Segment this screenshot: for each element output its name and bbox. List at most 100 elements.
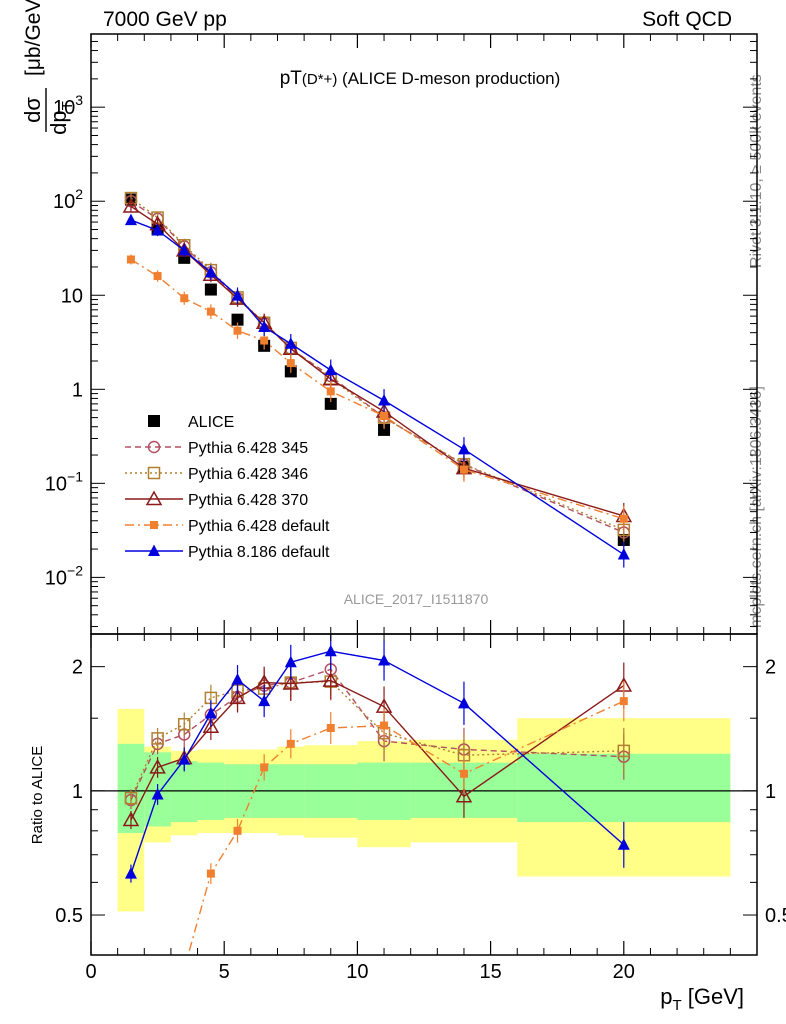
legend-marker: [148, 544, 160, 556]
legend-label: Pythia 6.428 default: [188, 518, 330, 535]
data-point: [178, 753, 191, 765]
data-point: [258, 694, 271, 707]
data-point: [180, 294, 189, 303]
data-point: [260, 336, 269, 345]
legend-entry: Pythia 6.428 345: [125, 440, 308, 457]
data-point: [124, 867, 137, 879]
y-tick-label: 10−1: [45, 468, 83, 495]
data-point: [258, 320, 271, 332]
legend-marker: [147, 466, 161, 480]
data-point: [455, 787, 473, 803]
data-point: [126, 255, 135, 264]
legend-label: Pythia 6.428 346: [188, 466, 308, 483]
data-point: [284, 337, 297, 349]
data-point: [122, 197, 140, 213]
x-tick-label: 0: [85, 961, 96, 983]
series-pythia-6-428-default: [180, 680, 628, 973]
data-point: [178, 243, 191, 256]
main-plot-area: [122, 191, 633, 568]
series-pythia-6-428-default: [126, 254, 628, 532]
data-point: [233, 826, 242, 835]
legend-label: Pythia 6.428 345: [188, 440, 308, 457]
header-left: 7000 GeV pp: [103, 8, 227, 31]
data-point: [206, 307, 215, 316]
data-point: [204, 706, 217, 719]
y-tick-label-right: 1: [765, 781, 776, 803]
data-point: [151, 223, 164, 236]
data-point: [324, 644, 337, 657]
data-point: [122, 811, 140, 827]
y-tick-label: 102: [53, 186, 83, 213]
analysis-watermark: ALICE_2017_I1511870: [344, 591, 489, 607]
data-point: [284, 655, 297, 668]
data-point: [260, 763, 269, 772]
legend-entry: ALICE: [148, 414, 234, 431]
legend-label: ALICE: [188, 414, 234, 431]
data-point: [124, 213, 137, 226]
x-tick-label: 10: [346, 961, 368, 983]
ratio-axis-label: Ratio to ALICE: [29, 746, 46, 844]
y-axis-label: dσ dpT[μb/GeV]: [20, 0, 76, 135]
y-label-unit: [μb/GeV]: [22, 0, 45, 76]
legend-marker: [148, 415, 160, 427]
data-point: [180, 965, 188, 973]
x-tick-label: 20: [613, 961, 635, 983]
data-point: [378, 654, 391, 666]
y-label-numerator: dσ: [20, 97, 45, 123]
ratio-frame: [90, 633, 758, 956]
data-point: [177, 718, 191, 731]
header-right: Soft QCD: [642, 8, 732, 31]
series-pythia-8-186-default: [124, 634, 630, 883]
data-point: [233, 326, 242, 335]
data-point: [326, 387, 335, 396]
x-axis-label: pT [GeV]: [660, 984, 744, 1014]
data-point: [617, 548, 630, 560]
y-tick-label: 0.5: [55, 905, 83, 927]
data-point: [286, 359, 295, 368]
data-point: [378, 423, 391, 436]
data-point: [380, 412, 389, 421]
data-point: [231, 313, 244, 326]
data-point: [322, 672, 340, 687]
data-point: [378, 394, 391, 406]
data-point: [153, 272, 162, 281]
data-point: [204, 265, 217, 278]
data-point: [617, 744, 631, 758]
y-tick-label: 10: [61, 285, 83, 307]
data-point: [282, 675, 300, 690]
legend-marker: [147, 440, 161, 454]
y-tick-label-right: 0.5: [765, 905, 786, 927]
legend-label: Pythia 8.186 default: [188, 544, 330, 561]
legend: ALICE Pythia 6.428 345 Pythia 6.428 346 Pyt…: [125, 414, 330, 561]
y-tick-label: 10−2: [45, 562, 83, 589]
data-point: [149, 758, 166, 774]
series-line: [130, 680, 624, 799]
x-tick-label: 5: [219, 961, 230, 983]
data-point: [206, 869, 215, 878]
series-pythia-6-428-346: [124, 191, 631, 543]
data-point: [229, 689, 246, 705]
ratio-panel: 0.5 0.5 1 1 2 2: [55, 633, 786, 973]
data-point: [202, 718, 220, 734]
data-point: [459, 769, 468, 778]
data-point: [204, 283, 217, 296]
data-point: [457, 442, 470, 455]
y-tick-label: 2: [72, 657, 83, 679]
chart-title: pT(D*+) (ALICE D-meson production): [280, 68, 561, 89]
data-point: [326, 724, 335, 733]
y-tick-label: 1: [72, 379, 83, 401]
legend-marker: [150, 521, 158, 529]
data-point: [459, 465, 468, 474]
data-point: [619, 514, 628, 523]
y-tick-label: 1: [72, 781, 83, 803]
x-tick-label: 15: [479, 961, 501, 983]
legend-entry: Pythia 8.186 default: [125, 544, 330, 561]
data-point: [151, 787, 164, 800]
data-point: [617, 838, 630, 850]
legend-marker: [145, 490, 163, 506]
ratio-plot-area: [91, 634, 757, 973]
data-point: [231, 673, 244, 685]
legend-label: Pythia 6.428 370: [188, 492, 308, 509]
